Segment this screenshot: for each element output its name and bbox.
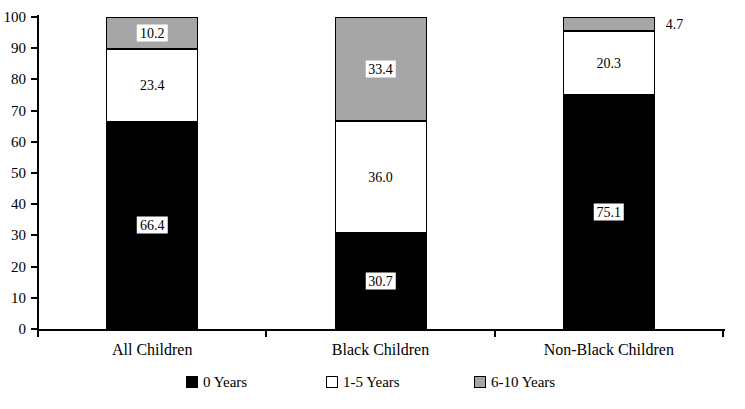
value-label: 4.7: [663, 16, 687, 33]
y-axis-tick-label: 90: [0, 40, 26, 56]
x-axis-category-label: All Children: [112, 341, 192, 359]
x-axis-tick: [37, 331, 39, 337]
legend-item-1-5-years: 1-5 Years: [326, 374, 400, 390]
value-label: 75.1: [594, 203, 625, 220]
y-axis-tick-label: 70: [0, 103, 26, 119]
x-axis-tick: [265, 331, 267, 337]
value-label: 36.0: [365, 169, 396, 186]
legend-swatch-icon: [186, 376, 198, 388]
y-axis-tick: [31, 234, 37, 236]
x-axis: [37, 329, 725, 331]
y-axis-tick: [31, 16, 37, 18]
y-axis: [37, 15, 39, 335]
y-axis-tick-label: 20: [0, 259, 26, 275]
y-axis-tick: [31, 78, 37, 80]
y-axis-tick-label: 10: [0, 290, 26, 306]
y-axis-tick-label: 30: [0, 227, 26, 243]
y-axis-tick-label: 100: [0, 9, 26, 25]
legend-swatch-icon: [474, 376, 486, 388]
x-axis-tick: [494, 331, 496, 337]
legend-label: 1-5 Years: [343, 374, 400, 391]
y-axis-tick-label: 40: [0, 196, 26, 212]
y-axis-tick-label: 80: [0, 71, 26, 87]
value-label: 33.4: [365, 60, 396, 77]
y-axis-tick: [31, 297, 37, 299]
legend-label: 6-10 Years: [491, 374, 555, 391]
y-axis-tick-label: 0: [0, 321, 26, 337]
y-axis-tick: [31, 328, 37, 330]
y-axis-tick: [31, 266, 37, 268]
legend-item-0-years: 0 Years: [186, 374, 247, 390]
value-label: 66.4: [137, 217, 168, 234]
value-label: 23.4: [137, 77, 168, 94]
y-axis-tick: [31, 203, 37, 205]
y-axis-tick: [31, 141, 37, 143]
legend-label: 0 Years: [203, 374, 247, 391]
legend-item-6-10-years: 6-10 Years: [474, 374, 555, 390]
bar-segment-6-10-years: [563, 17, 655, 32]
value-label: 10.2: [137, 24, 168, 41]
y-axis-tick: [31, 110, 37, 112]
y-axis-tick: [31, 172, 37, 174]
x-axis-category-label: Non-Black Children: [544, 341, 674, 359]
x-axis-category-label: Black Children: [332, 341, 429, 359]
y-axis-tick-label: 50: [0, 165, 26, 181]
stacked-bar-chart: 66.4 23.4 10.2 30.7 36.0 33.4 75.1 20.3 4.7 0 Ye…: [0, 0, 745, 409]
legend-swatch-icon: [326, 376, 338, 388]
value-label: 20.3: [594, 55, 625, 72]
x-axis-tick: [722, 331, 724, 337]
y-axis-tick-label: 60: [0, 134, 26, 150]
value-label: 30.7: [365, 273, 396, 290]
y-axis-tick: [31, 47, 37, 49]
